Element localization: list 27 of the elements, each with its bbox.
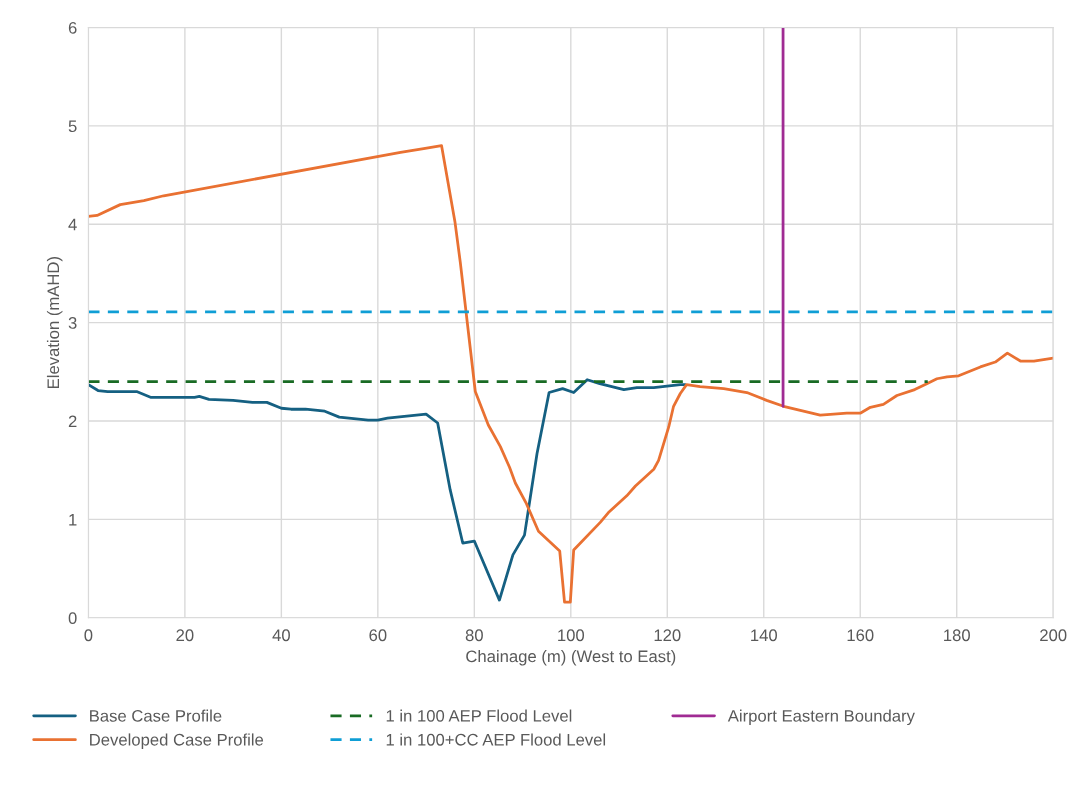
x-tick-label: 180 xyxy=(944,629,970,642)
y-tick-label: 4 xyxy=(68,218,77,231)
line-series xyxy=(88,378,687,602)
x-tick-label: 20 xyxy=(176,629,194,642)
x-axis-title: Chainage (m) (West to East) xyxy=(466,650,676,666)
y-tick-label: 5 xyxy=(68,120,77,133)
legend-label: Base Case Profile xyxy=(90,709,222,722)
x-tick-label: 40 xyxy=(272,629,290,642)
x-tick-label: 200 xyxy=(1040,629,1067,642)
y-tick-label: 6 xyxy=(68,21,77,34)
legend-label: Airport Eastern Boundary xyxy=(727,709,915,726)
x-tick-label: 60 xyxy=(369,629,387,642)
y-tick-label: 0 xyxy=(68,612,77,624)
legend-label: Developed Case Profile xyxy=(90,733,264,749)
legend-label: 1 in 100+CC AEP Flood Level xyxy=(386,733,606,746)
y-axis-title: Elevation (mAHD) xyxy=(46,257,63,388)
x-tick-label: 100 xyxy=(558,629,585,642)
x-tick-label: 140 xyxy=(751,629,778,642)
y-tick-label: 1 xyxy=(69,513,77,526)
y-tick-label: 3 xyxy=(68,317,77,329)
x-tick-label: 80 xyxy=(465,629,483,642)
x-tick-label: 160 xyxy=(847,629,874,642)
x-tick-label: 0 xyxy=(84,629,93,642)
y-tick-label: 2 xyxy=(68,415,77,428)
x-tick-label: 120 xyxy=(654,629,681,642)
legend-label: 1 in 100 AEP Flood Level xyxy=(386,709,572,722)
line-series xyxy=(88,144,1054,604)
